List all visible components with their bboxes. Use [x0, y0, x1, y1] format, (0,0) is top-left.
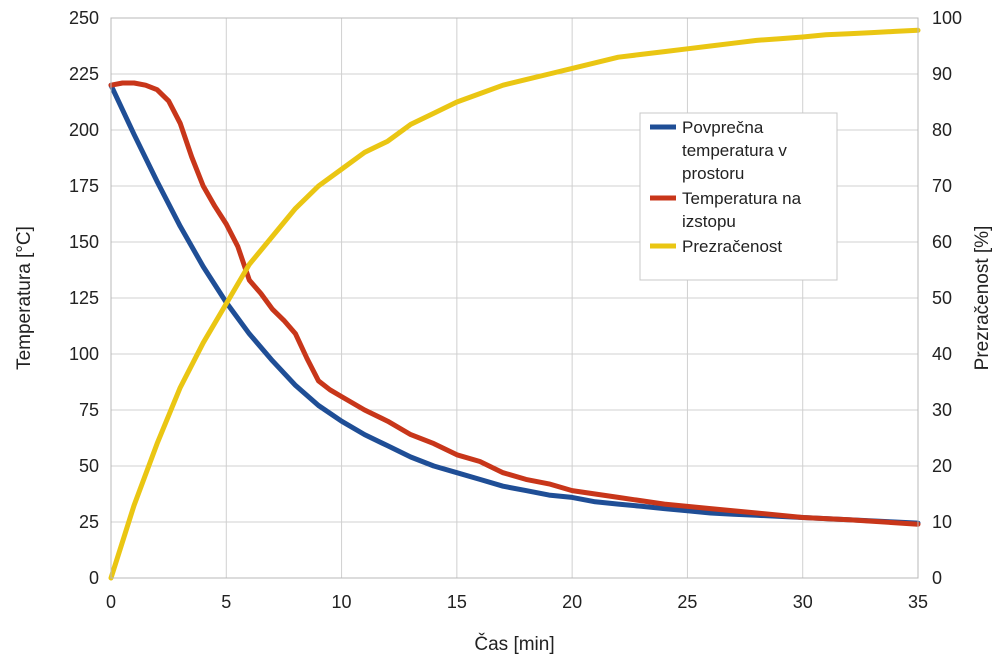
y-left-tick-label: 100	[69, 344, 99, 364]
plot-border	[110, 17, 919, 579]
x-tick-label: 35	[908, 592, 928, 612]
y-left-tick-label: 150	[69, 232, 99, 252]
y-right-tick-label: 30	[932, 400, 952, 420]
series-line-3	[108, 27, 921, 581]
y-right-tick-label: 80	[932, 120, 952, 140]
y-left-tick-label: 75	[79, 400, 99, 420]
y-left-tick-label: 50	[79, 456, 99, 476]
y-left-tick-label: 125	[69, 288, 99, 308]
y-right-tick-label: 60	[932, 232, 952, 252]
y-axis-right-title: Prezračenost [%]	[972, 226, 993, 371]
y-left-tick-label: 175	[69, 176, 99, 196]
x-axis-title: Čas [min]	[474, 633, 554, 655]
legend-label-1: Povprečna temperatura v prostoru	[682, 118, 787, 183]
ticks: 0 5 10 15 20 25 30 3502550751001251501752002252…	[69, 8, 962, 612]
legend: Povprečna temperatura v prostoru Temperatur…	[639, 112, 838, 281]
x-tick-label: 10	[332, 592, 352, 612]
x-tick-label: 30	[793, 592, 813, 612]
x-tick-label: 0	[106, 592, 116, 612]
y-right-tick-label: 0	[932, 568, 942, 588]
y-right-tick-label: 20	[932, 456, 952, 476]
y-right-tick-label: 40	[932, 344, 952, 364]
y-right-tick-label: 70	[932, 176, 952, 196]
axes	[110, 17, 919, 579]
y-left-tick-label: 225	[69, 64, 99, 84]
legend-label-3: Prezračenost	[682, 237, 782, 256]
x-tick-label: 5	[221, 592, 231, 612]
y-left-tick-label: 200	[69, 120, 99, 140]
y-right-tick-label: 100	[932, 8, 962, 28]
y-left-tick-label: 250	[69, 8, 99, 28]
x-tick-label: 25	[677, 592, 697, 612]
y-left-tick-label: 0	[89, 568, 99, 588]
x-tick-label: 15	[447, 592, 467, 612]
y-right-tick-label: 50	[932, 288, 952, 308]
series-line-2	[108, 80, 921, 527]
y-right-tick-label: 90	[932, 64, 952, 84]
y-right-tick-label: 10	[932, 512, 952, 532]
y-axis-left-title: Temperatura [°C]	[14, 226, 35, 370]
series-layer	[108, 27, 921, 581]
y-left-tick-label: 25	[79, 512, 99, 532]
legend-label-2: Temperatura na izstopu	[682, 189, 802, 231]
x-tick-label: 20	[562, 592, 582, 612]
